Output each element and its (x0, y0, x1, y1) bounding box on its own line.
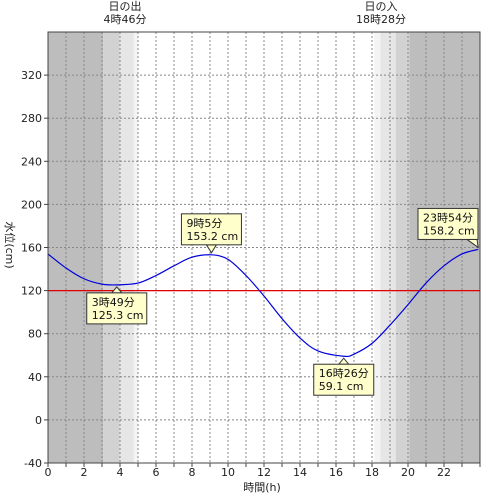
y-tick-label: 240 (21, 155, 42, 168)
x-tick-label: 16 (329, 466, 343, 479)
x-tick-label: 18 (365, 466, 379, 479)
callout-value: 153.2 cm (186, 230, 238, 243)
twilight-shade-evening-3 (395, 32, 410, 463)
y-tick-label: 120 (21, 285, 42, 298)
y-tick-label: 160 (21, 242, 42, 255)
y-tick-label: 80 (28, 328, 42, 341)
callout-value: 59.1 cm (319, 380, 364, 393)
x-tick-label: 6 (153, 466, 160, 479)
x-tick-label: 8 (189, 466, 196, 479)
y-tick-label: 40 (28, 371, 42, 384)
x-axis-title: 時間(h) (243, 481, 281, 494)
x-tick-label: 0 (45, 466, 52, 479)
tide-level-line (47, 248, 479, 358)
tick-labels: 0 2 4 6 8 10 12 14 16 18 20 22-40040801201602002402… (21, 69, 451, 479)
y-tick-label: 0 (35, 414, 42, 427)
sunrise-label: 日の出 (109, 0, 142, 13)
twilight-shade-morning-1 (103, 32, 120, 463)
plot-frame (44, 31, 481, 467)
twilight-shade-morning-2 (119, 32, 134, 463)
x-tick-label: 10 (221, 466, 235, 479)
sunrise-time: 4時46分 (104, 13, 147, 26)
callout-time: 3時49分 (92, 296, 135, 309)
x-tick-label: 20 (401, 466, 415, 479)
callout-box (313, 363, 375, 396)
callout-box (180, 213, 242, 246)
x-tick-label: 22 (437, 466, 451, 479)
callout-time: 16時26分 (319, 367, 369, 380)
x-tick-label: 14 (293, 466, 307, 479)
sunset-time: 18時28分 (356, 13, 406, 26)
callout-time: 23時54分 (423, 211, 473, 224)
y-tick-label: -40 (24, 457, 42, 470)
callout-time: 9時5分 (186, 217, 222, 230)
x-tick-label: 4 (117, 466, 124, 479)
series-group (47, 248, 479, 358)
x-tick-label: 2 (81, 466, 88, 479)
y-axis-title: 水位(cm) (3, 221, 17, 268)
y-tick-label: 280 (21, 112, 42, 125)
sunset-label: 日の入 (365, 0, 398, 13)
x-tick-label: 12 (257, 466, 271, 479)
callout-value: 158.2 cm (423, 224, 475, 237)
callout-value: 125.3 cm (92, 309, 144, 322)
callout-box (86, 292, 148, 325)
y-tick-label: 200 (21, 198, 42, 211)
y-tick-label: 320 (21, 69, 42, 82)
callout-box (417, 207, 479, 240)
